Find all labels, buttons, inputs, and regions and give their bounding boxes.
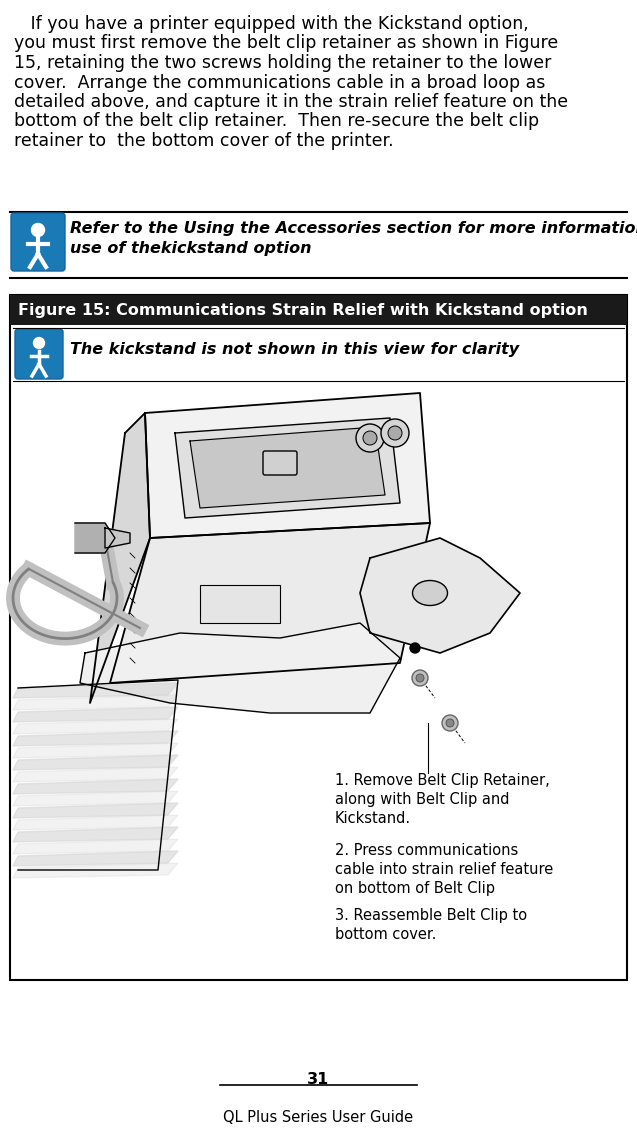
Polygon shape <box>13 719 178 734</box>
Text: The kickstand is not shown in this view for clarity: The kickstand is not shown in this view … <box>70 342 519 357</box>
Text: 31: 31 <box>308 1072 329 1087</box>
Polygon shape <box>13 683 178 698</box>
Text: 15, retaining the two screws holding the retainer to the lower: 15, retaining the two screws holding the… <box>14 54 552 72</box>
Polygon shape <box>175 418 400 518</box>
Polygon shape <box>110 523 430 683</box>
Polygon shape <box>13 695 178 710</box>
Bar <box>200 585 280 623</box>
FancyBboxPatch shape <box>11 213 65 271</box>
Polygon shape <box>13 755 178 770</box>
Polygon shape <box>13 731 178 746</box>
Polygon shape <box>360 538 520 653</box>
FancyBboxPatch shape <box>263 451 297 475</box>
Circle shape <box>410 643 420 653</box>
Polygon shape <box>13 863 178 878</box>
Polygon shape <box>13 827 178 842</box>
Circle shape <box>442 715 458 731</box>
Circle shape <box>34 337 45 349</box>
Text: 3. Reassemble Belt Clip to
bottom cover.: 3. Reassemble Belt Clip to bottom cover. <box>335 908 527 942</box>
Text: QL Plus Series User Guide: QL Plus Series User Guide <box>224 1110 413 1125</box>
Text: cover.  Arrange the communications cable in a broad loop as: cover. Arrange the communications cable … <box>14 74 545 92</box>
Circle shape <box>412 670 428 686</box>
Polygon shape <box>13 743 178 758</box>
Bar <box>10 295 627 980</box>
Polygon shape <box>13 851 178 866</box>
Circle shape <box>416 674 424 681</box>
Polygon shape <box>13 708 178 722</box>
Polygon shape <box>105 528 130 548</box>
Circle shape <box>388 426 402 440</box>
Polygon shape <box>75 523 115 554</box>
Polygon shape <box>13 767 178 782</box>
Circle shape <box>446 719 454 727</box>
Bar <box>10 295 627 325</box>
Polygon shape <box>13 839 178 854</box>
Text: bottom of the belt clip retainer.  Then re-secure the belt clip: bottom of the belt clip retainer. Then r… <box>14 112 539 130</box>
Polygon shape <box>13 803 178 818</box>
Text: If you have a printer equipped with the Kickstand option,: If you have a printer equipped with the … <box>14 15 529 33</box>
Polygon shape <box>13 779 178 794</box>
Text: Refer to the Using the Accessories section for more information on the
use of th: Refer to the Using the Accessories secti… <box>70 221 637 256</box>
Circle shape <box>31 223 45 237</box>
FancyBboxPatch shape <box>15 329 63 379</box>
Polygon shape <box>13 815 178 830</box>
Text: 2. Press communications
cable into strain relief feature
on bottom of Belt Clip: 2. Press communications cable into strai… <box>335 843 554 897</box>
Bar <box>18 383 619 875</box>
Text: retainer to  the bottom cover of the printer.: retainer to the bottom cover of the prin… <box>14 132 394 151</box>
Text: Figure 15: Communications Strain Relief with Kickstand option: Figure 15: Communications Strain Relief … <box>18 302 588 317</box>
Text: you must first remove the belt clip retainer as shown in Figure: you must first remove the belt clip reta… <box>14 34 558 52</box>
Polygon shape <box>90 413 150 703</box>
Circle shape <box>356 424 384 452</box>
Text: detailed above, and capture it in the strain relief feature on the: detailed above, and capture it in the st… <box>14 93 568 111</box>
Polygon shape <box>80 623 400 713</box>
Circle shape <box>381 419 409 447</box>
Polygon shape <box>13 791 178 806</box>
Text: 1. Remove Belt Clip Retainer,
along with Belt Clip and
Kickstand.: 1. Remove Belt Clip Retainer, along with… <box>335 773 550 826</box>
Polygon shape <box>190 427 385 508</box>
Ellipse shape <box>413 581 448 606</box>
Circle shape <box>363 431 377 445</box>
Polygon shape <box>145 393 430 538</box>
